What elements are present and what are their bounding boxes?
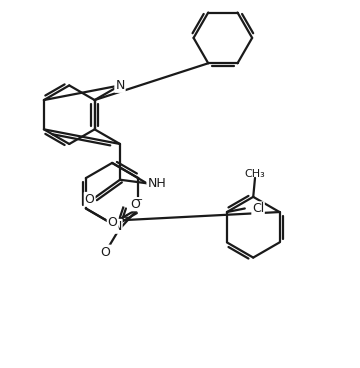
Text: −: − — [135, 195, 144, 205]
Text: N: N — [115, 79, 125, 92]
Text: O: O — [100, 245, 110, 259]
Text: CH₃: CH₃ — [245, 169, 265, 178]
Text: N: N — [112, 220, 122, 233]
Text: Cl: Cl — [252, 202, 264, 215]
Text: NH: NH — [147, 177, 166, 190]
Text: O: O — [85, 193, 95, 206]
Text: O: O — [130, 198, 140, 211]
Text: +: + — [122, 213, 130, 223]
Text: O: O — [108, 216, 118, 229]
